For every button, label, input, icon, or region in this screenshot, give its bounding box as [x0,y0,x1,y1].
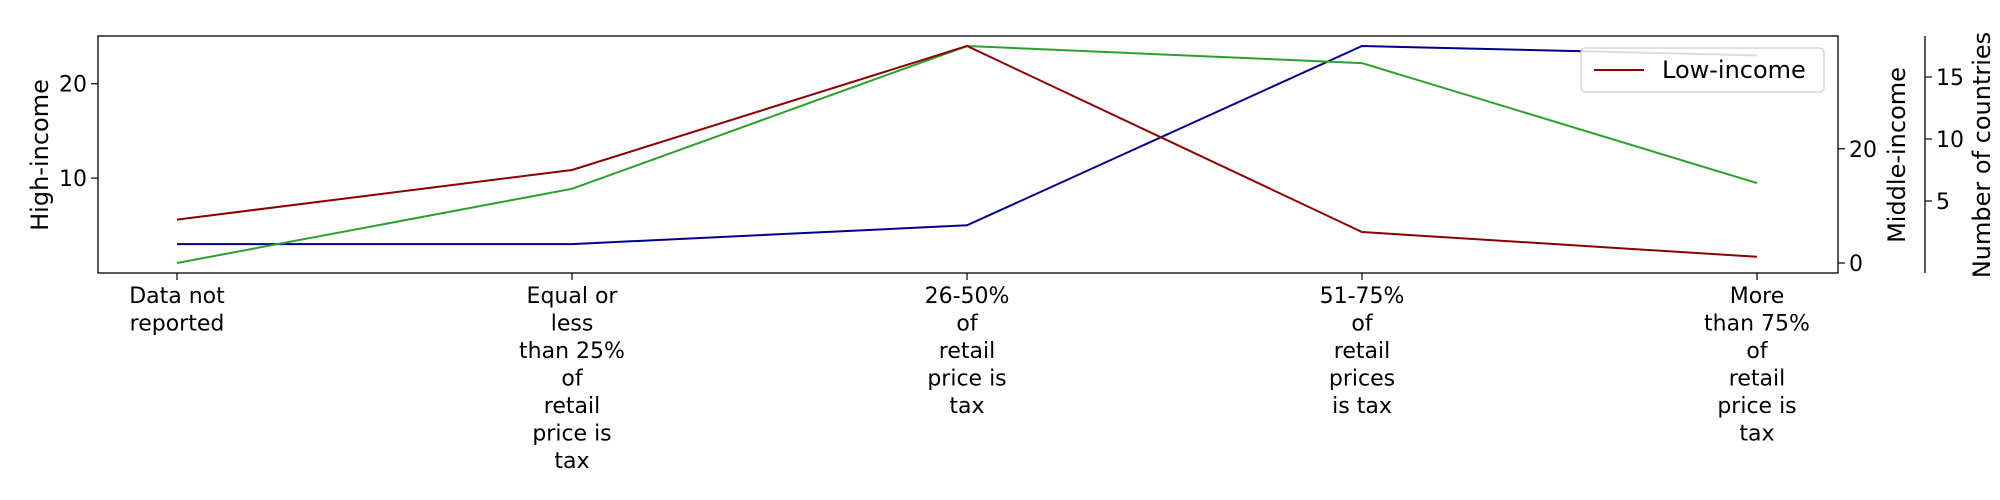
x-tick-label: Data not reported [129,284,225,337]
legend-box [1580,47,1825,93]
x-axis: Data not reported Equal or less than 25% of re… [129,273,1810,474]
outer-y-axis: 5 10 15 [1924,36,1964,273]
left-tick-label: 20 [59,73,87,98]
x-tick-label: Equal or less than 25% of retail price is tax [519,284,625,474]
x-tick-label: 51-75% of retail prices is tax [1320,284,1405,419]
left-y-axis: 10 20 [59,73,98,192]
series-layer [176,44,1758,264]
series-line-low-income [176,44,1758,258]
right-y-axis: 0 20 [1838,138,1877,277]
series-line-left-axis [177,44,1758,246]
outer-tick-label: 5 [1936,190,1950,215]
outer-tick-label: 15 [1936,66,1964,91]
right-tick-label: 0 [1849,252,1863,277]
x-tick-label: More than 75% of retail price is tax [1704,284,1810,447]
left-tick-label: 10 [59,167,87,192]
plot-frame [97,35,1839,274]
x-tick-label: 26-50% of retail price is tax [925,284,1010,419]
right-axis-title: Middle-income [1883,67,1911,243]
outer-tick-label: 10 [1936,128,1964,153]
left-axis-title: High-income [26,79,54,231]
right-tick-label: 20 [1849,138,1877,163]
outer-axis-title: Number of countries [1968,32,1996,278]
legend: Low-income [1580,47,1825,93]
series-line-right-axis [176,44,1758,264]
legend-label-low-income: Low-income [1662,56,1806,84]
